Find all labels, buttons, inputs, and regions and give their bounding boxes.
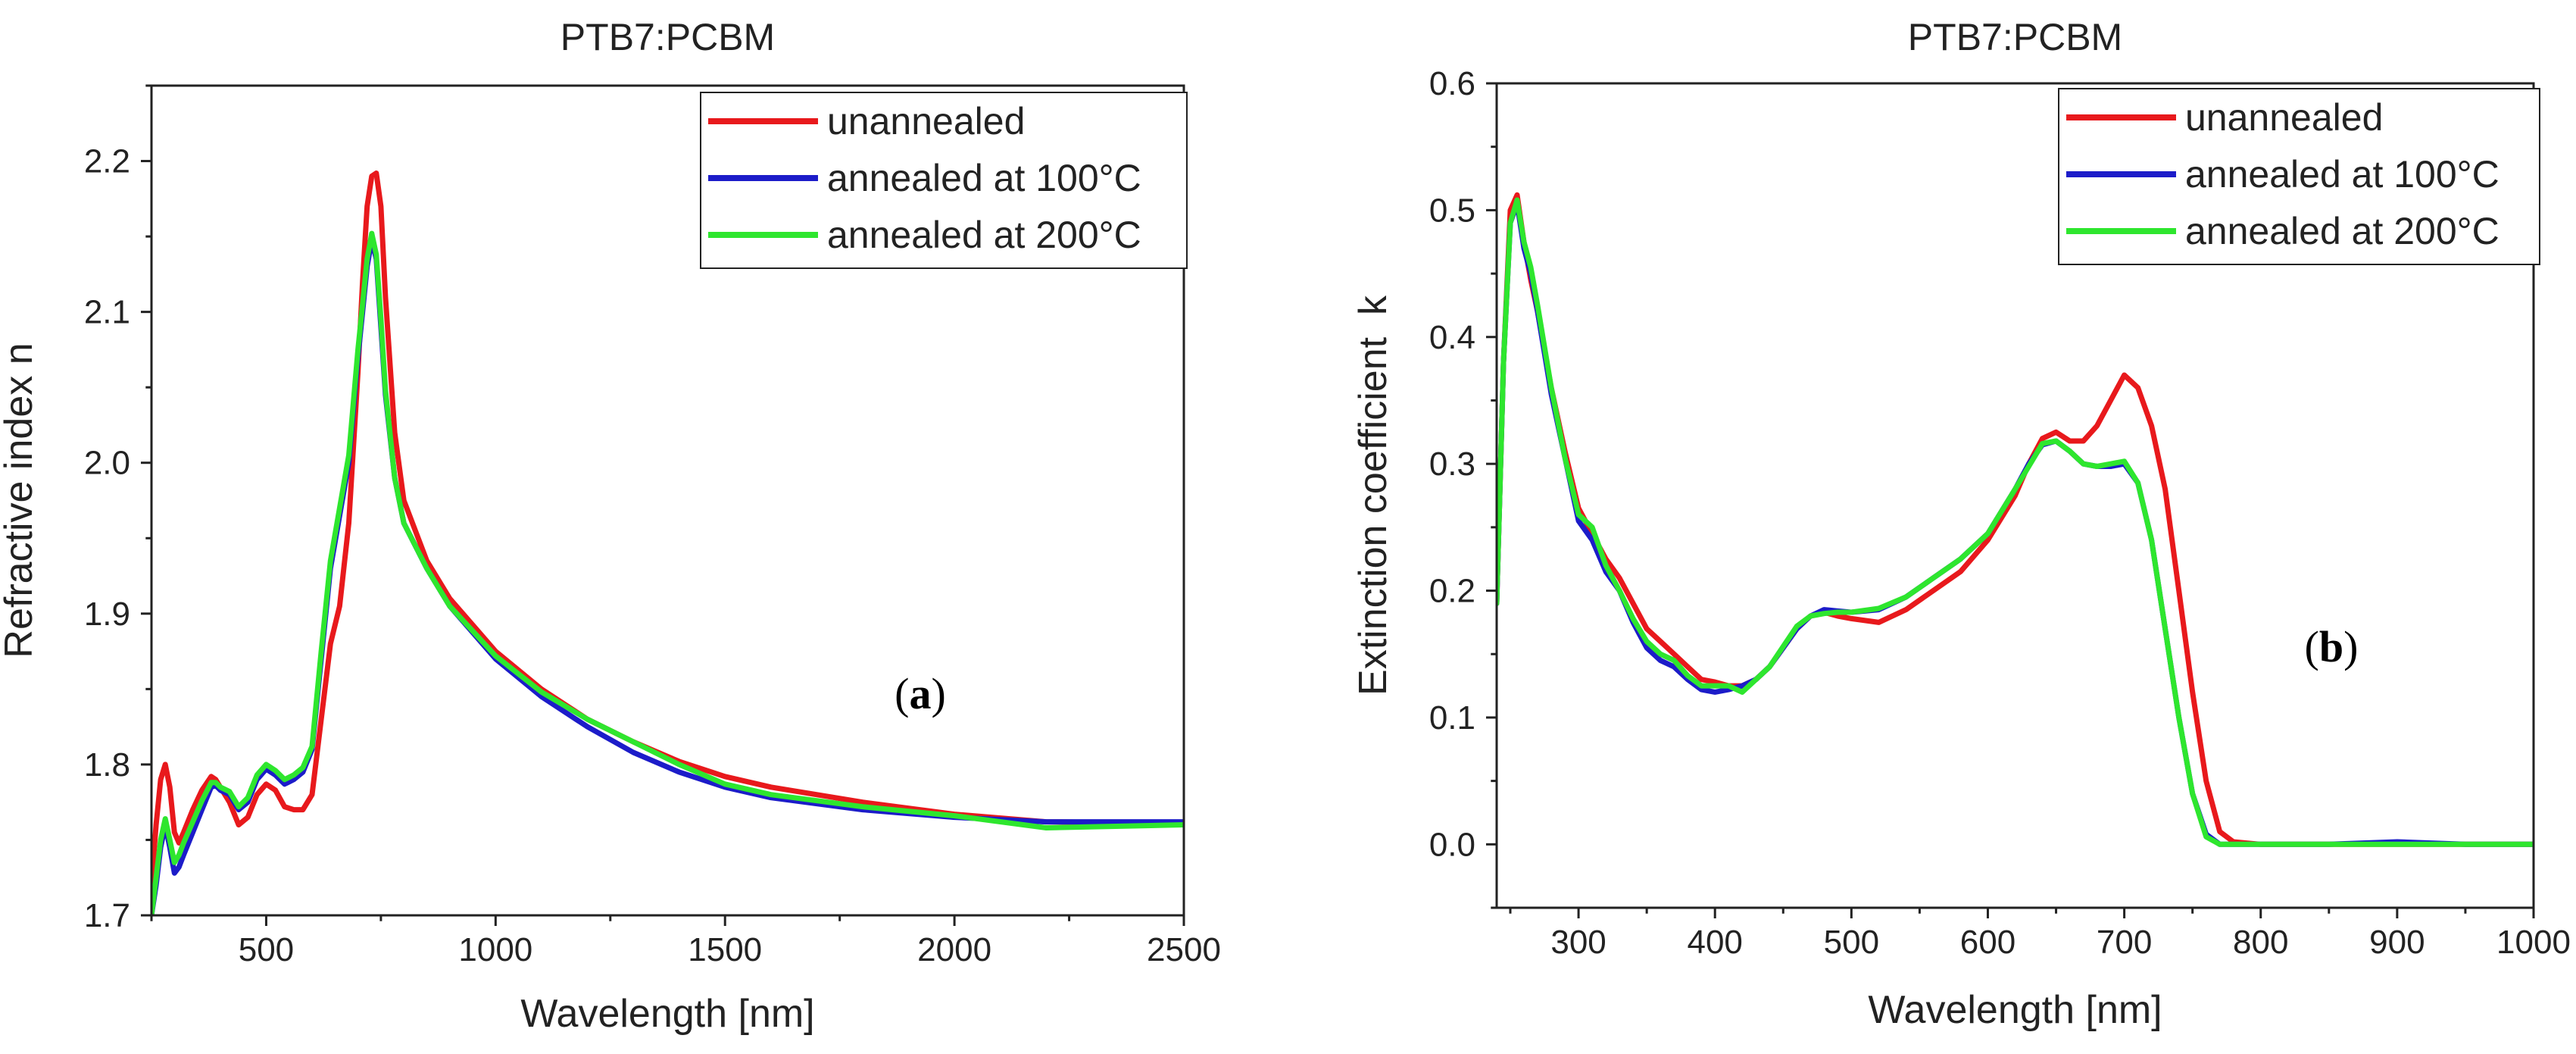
y-tick-label: 1.7: [84, 897, 130, 934]
chart-title: PTB7:PCBM: [1908, 16, 2122, 58]
x-tick-label: 2500: [1147, 931, 1221, 968]
x-tick-label: 300: [1550, 924, 1606, 961]
x-tick-label: 500: [1824, 924, 1879, 961]
legend: unannealed annealed at 100°C annealed at 2…: [700, 92, 1188, 269]
chart-panel-a: PTB7:PCBM 500 1000 1500 2000 2500 1.7 1.8 1.9 2.0…: [0, 16, 1221, 1036]
x-tick-label: 1000: [458, 931, 532, 968]
panel-label: (b): [2305, 622, 2359, 671]
panel-label-close: ): [932, 669, 946, 718]
x-tick-label: 2000: [917, 931, 991, 968]
y-axis-label: Extinction coefficient k: [1351, 295, 1395, 696]
x-tick-label: 500: [239, 931, 294, 968]
y-tick-label: 2.2: [84, 143, 130, 180]
legend-label: unannealed: [827, 100, 1025, 142]
series-line-unannealed: [151, 170, 1184, 888]
y-tick-label: 0.4: [1429, 319, 1475, 356]
x-axis-label: Wavelength [nm]: [520, 992, 814, 1036]
legend-label: unannealed: [2185, 96, 2383, 139]
y-tick-label: 1.8: [84, 746, 130, 783]
y-tick-label: 0.5: [1429, 192, 1475, 229]
chart-panel-b: PTB7:PCBM 300 400 500 600 700 800 900 1000 0.0 0.1…: [1351, 16, 2571, 1032]
plot-frame: [1495, 82, 2535, 909]
chart-title: PTB7:PCBM: [560, 16, 775, 58]
y-tick-label: 0.6: [1429, 65, 1475, 102]
series-line-annealed-at-200-c: [151, 230, 1184, 915]
legend-label: annealed at 200°C: [2185, 210, 2500, 252]
x-tick-label: 800: [2233, 924, 2288, 961]
panel-label-open: (: [2305, 622, 2319, 671]
legend: unannealed annealed at 100°C annealed at 2…: [2058, 88, 2540, 265]
panel-label-letter: a: [910, 669, 932, 718]
y-tick-label: 1.9: [84, 596, 130, 633]
series-line-annealed-at-100-c: [151, 236, 1184, 915]
plot-frame: [150, 84, 1185, 917]
panel-label-letter: b: [2319, 622, 2343, 671]
series-line-annealed-at-200-c: [1497, 197, 2534, 847]
y-tick-label: 2.0: [84, 445, 130, 482]
series-group: [1497, 192, 2534, 847]
x-tick-label: 900: [2369, 924, 2425, 961]
series-line-annealed-at-100-c: [1497, 201, 2534, 847]
x-tick-label: 700: [2097, 924, 2152, 961]
legend-label: annealed at 100°C: [2185, 153, 2500, 195]
series-line-unannealed: [1497, 192, 2534, 847]
x-axis-label: Wavelength [nm]: [1868, 988, 2162, 1032]
x-tick-label: 1500: [688, 931, 762, 968]
y-axis-label: Refractive index n: [0, 342, 41, 658]
series-group: [151, 170, 1184, 915]
y-tick-label: 0.1: [1429, 699, 1475, 737]
y-tick-label: 0.0: [1429, 826, 1475, 863]
legend-label: annealed at 200°C: [827, 214, 1141, 256]
x-tick-label: 600: [1960, 924, 2016, 961]
panel-label-close: ): [2343, 622, 2358, 671]
y-tick-label: 2.1: [84, 294, 130, 331]
panel-label-open: (: [895, 669, 909, 718]
panel-label: (a): [895, 669, 946, 718]
legend-label: annealed at 100°C: [827, 157, 1141, 199]
y-tick-label: 0.3: [1429, 446, 1475, 483]
x-tick-label: 1000: [2496, 924, 2571, 961]
y-tick-label: 0.2: [1429, 573, 1475, 610]
x-tick-label: 400: [1687, 924, 1742, 961]
